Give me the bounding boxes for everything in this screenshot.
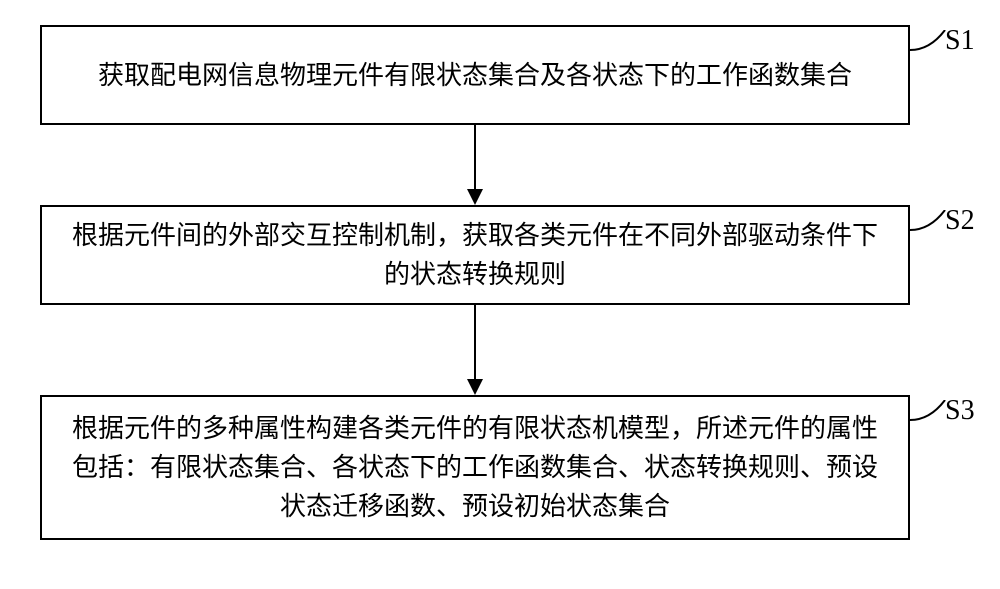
connector-s2	[910, 210, 950, 240]
step-box-s1: 获取配电网信息物理元件有限状态集合及各状态下的工作函数集合	[40, 25, 910, 125]
connector-s1	[910, 30, 950, 60]
connector-s3	[910, 400, 950, 430]
arrow-head-s2-s3	[467, 379, 483, 395]
step-box-s3: 根据元件的多种属性构建各类元件的有限状态机模型，所述元件的属性包括：有限状态集合…	[40, 395, 910, 540]
arrow-head-s1-s2	[467, 189, 483, 205]
flowchart-container: 获取配电网信息物理元件有限状态集合及各状态下的工作函数集合 S1 根据元件间的外…	[0, 0, 1000, 589]
arrow-s1-s2	[474, 125, 476, 189]
step-box-s2: 根据元件间的外部交互控制机制，获取各类元件在不同外部驱动条件下的状态转换规则	[40, 205, 910, 305]
step-text-s2: 根据元件间的外部交互控制机制，获取各类元件在不同外部驱动条件下的状态转换规则	[62, 216, 888, 294]
arrow-s2-s3	[474, 305, 476, 379]
step-text-s3: 根据元件的多种属性构建各类元件的有限状态机模型，所述元件的属性包括：有限状态集合…	[62, 409, 888, 526]
step-text-s1: 获取配电网信息物理元件有限状态集合及各状态下的工作函数集合	[98, 56, 852, 95]
